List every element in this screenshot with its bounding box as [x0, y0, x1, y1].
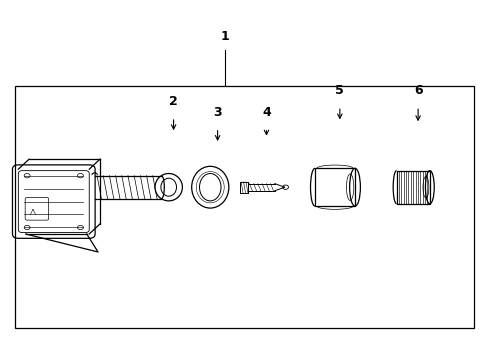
- Bar: [15, 86, 473, 328]
- Text: 5: 5: [335, 84, 344, 97]
- Bar: [239, 182, 248, 193]
- Text: 1: 1: [220, 30, 229, 43]
- Text: 3: 3: [213, 106, 222, 119]
- Text: 4: 4: [262, 106, 270, 119]
- Text: 2: 2: [169, 95, 178, 108]
- Bar: [396, 171, 429, 204]
- Text: 6: 6: [413, 84, 422, 97]
- Bar: [314, 168, 354, 206]
